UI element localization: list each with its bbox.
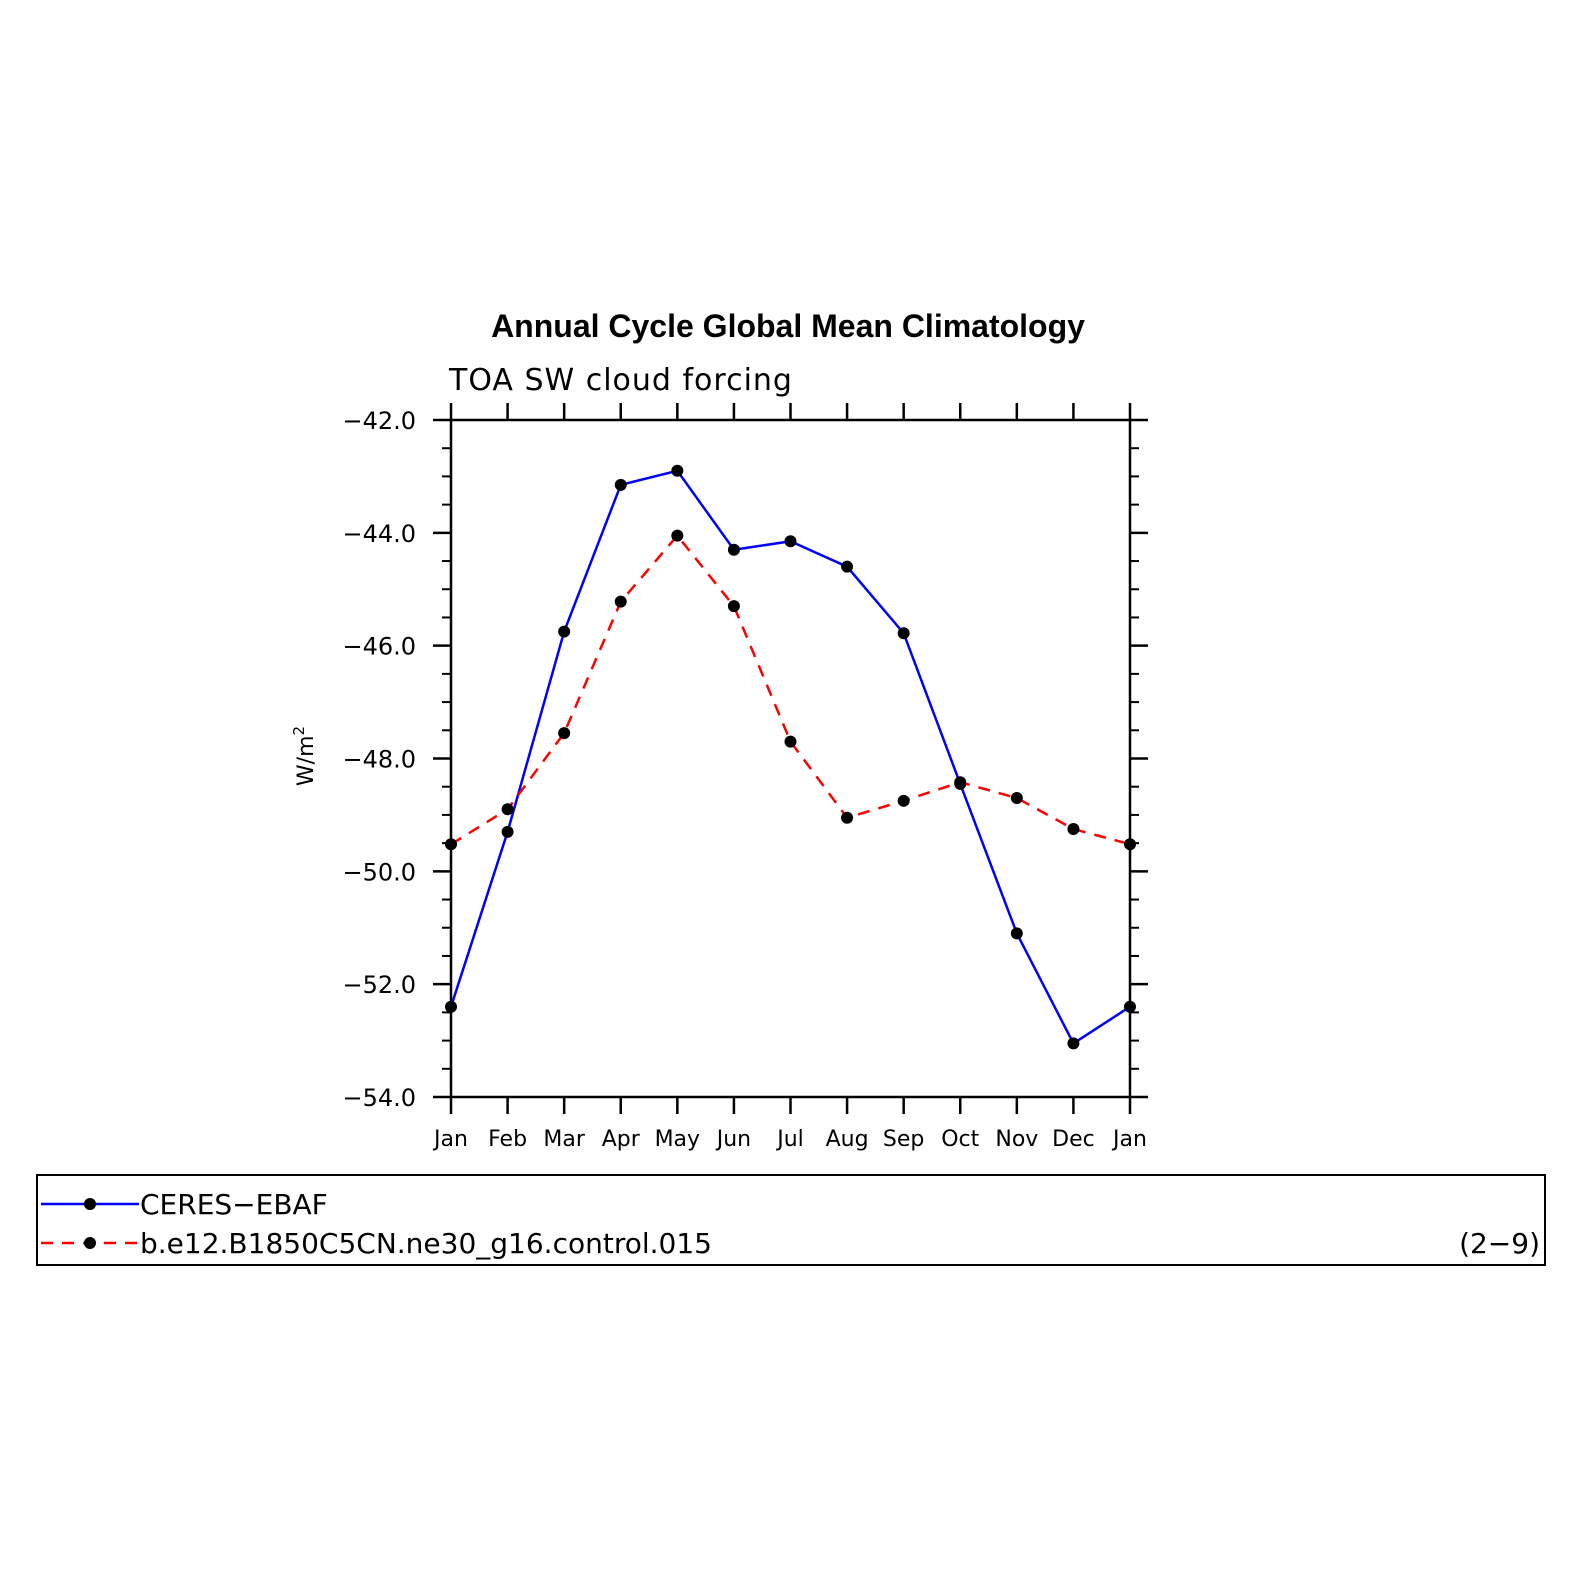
series-0-point	[1067, 1037, 1080, 1050]
series-1-point	[897, 794, 910, 807]
series-1-point	[1010, 791, 1023, 804]
series-1-point	[727, 600, 740, 613]
x-tick-label: Dec	[1052, 1127, 1095, 1152]
series-line-1	[450, 533, 1131, 846]
chart-title: Annual Cycle Global Mean Climatology	[491, 308, 1085, 344]
series-0-point	[558, 625, 571, 638]
series-0-point	[784, 535, 797, 548]
series-0-point	[1124, 1000, 1136, 1013]
y-tick-label: −48.0	[342, 746, 416, 774]
series-0-point	[897, 627, 910, 640]
x-tick-label: Apr	[602, 1127, 641, 1152]
series-1-point	[954, 776, 967, 789]
series-layer	[445, 464, 1136, 1050]
series-line-0	[449, 469, 1131, 1046]
series-1-point	[501, 803, 514, 816]
legend-marker-0	[84, 1198, 96, 1210]
x-tick-label: Jul	[775, 1127, 804, 1152]
x-tick-label: May	[655, 1127, 700, 1152]
legend-label-0: CERES−EBAF	[140, 1188, 328, 1221]
series-0-point	[501, 825, 514, 838]
series-1-point	[445, 838, 457, 851]
y-tick-label: −44.0	[342, 520, 416, 548]
x-tick-label: Oct	[941, 1127, 979, 1152]
series-1-point	[841, 811, 854, 824]
series-1-point	[784, 735, 797, 748]
y-tick-label: −46.0	[342, 633, 416, 661]
panel-annotation: (2−9)	[1459, 1227, 1540, 1260]
legend-box	[36, 1174, 1546, 1266]
x-tick-label: Nov	[995, 1127, 1038, 1152]
legend: CERES−EBAF b.e12.B1850C5CN.ne30_g16.contr…	[41, 1188, 1540, 1260]
x-tick-label: Jan	[432, 1127, 468, 1152]
plot-axes: −42.0 −44.0 −46.0 −48.0 −50.0 −52.0 −54.0 Jan Fe…	[342, 403, 1148, 1152]
series-0-point	[671, 464, 684, 477]
series-1-point	[1124, 838, 1136, 851]
y-axis-label-base: W/m	[294, 735, 319, 786]
svg-text:W/m2: W/m2	[290, 726, 319, 786]
y-tick-label: −50.0	[342, 858, 416, 886]
legend-label-1: b.e12.B1850C5CN.ne30_g16.control.015	[140, 1227, 712, 1260]
series-1-point	[1067, 823, 1080, 836]
series-0-point	[1010, 927, 1023, 940]
series-1-point	[614, 595, 627, 608]
y-tick-label: −52.0	[342, 971, 416, 999]
series-0-point	[614, 478, 627, 491]
x-tick-label: Feb	[488, 1127, 527, 1152]
x-tick-label: Mar	[543, 1127, 585, 1152]
x-tick-label: Jun	[715, 1127, 751, 1152]
series-1-point	[558, 727, 571, 740]
series-0-point	[445, 1000, 457, 1013]
y-axis-label: W/m2	[290, 726, 319, 786]
y-tick-label: −54.0	[342, 1084, 416, 1112]
y-tick-label: −42.0	[342, 407, 416, 435]
series-1-point	[671, 529, 684, 542]
legend-marker-1	[84, 1237, 96, 1249]
series-0-point	[727, 543, 740, 556]
x-tick-label: Sep	[883, 1127, 924, 1152]
plot-frame	[449, 418, 1132, 1099]
chart-subtitle: TOA SW cloud forcing	[448, 363, 793, 398]
x-tick-label: Jan	[1111, 1127, 1147, 1152]
series-0-point	[841, 560, 854, 573]
x-tick-label: Aug	[826, 1127, 869, 1152]
y-axis-label-superscript: 2	[290, 726, 308, 736]
